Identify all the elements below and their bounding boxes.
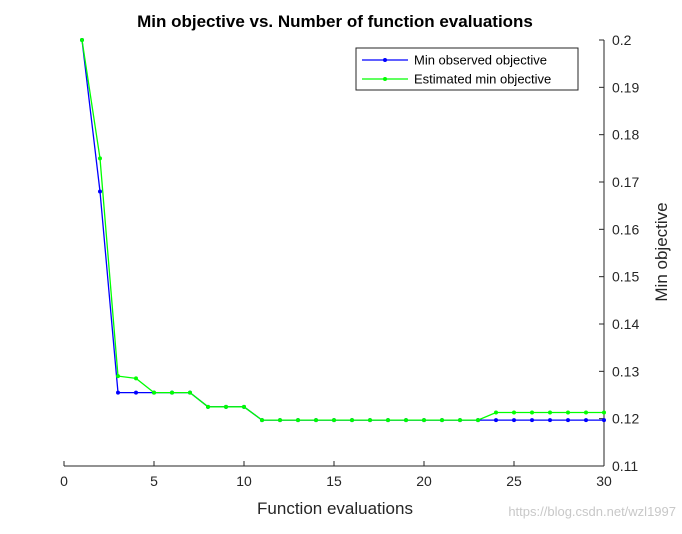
series-2-point xyxy=(296,418,300,423)
series-1-point xyxy=(116,390,120,395)
series-2-point xyxy=(422,418,426,423)
series-1-point xyxy=(566,418,570,423)
series-2-point xyxy=(260,418,264,423)
series-2-point xyxy=(134,376,138,381)
legend: Min observed objective Estimated min obje… xyxy=(355,47,579,91)
legend-marker-1 xyxy=(383,58,387,62)
series-1-point xyxy=(494,418,498,423)
axes: 0 5 10 15 20 25 300.11 0.12 0.13 0.14 0.15 0.16 0.17… xyxy=(60,32,639,489)
series-2-point xyxy=(584,410,588,415)
y-tick-label: 0.14 xyxy=(612,316,639,332)
series-2-point xyxy=(548,410,552,415)
series-2-point xyxy=(350,418,354,423)
series-2-point xyxy=(98,156,102,161)
x-axis-label: Function evaluations xyxy=(257,499,413,518)
y-tick-label: 0.17 xyxy=(612,174,639,190)
legend-label-1: Min observed objective xyxy=(414,53,547,68)
series-2-point xyxy=(206,404,210,409)
y-tick-label: 0.18 xyxy=(612,127,639,143)
legend-box xyxy=(355,47,579,91)
series-2-point xyxy=(368,418,372,423)
y-tick-label: 0.19 xyxy=(612,79,639,95)
series-1-point xyxy=(602,418,606,423)
series-2-point xyxy=(116,374,120,379)
series-2-point xyxy=(314,418,318,423)
y-tick-label: 0.12 xyxy=(612,411,639,427)
x-tick-label: 5 xyxy=(150,473,158,489)
y-tick-label: 0.15 xyxy=(612,269,639,285)
legend-label-2: Estimated min objective xyxy=(414,72,551,87)
series-1-point xyxy=(584,418,588,423)
series-1-point xyxy=(548,418,552,423)
series-layer xyxy=(80,38,606,423)
series-2-point xyxy=(494,410,498,415)
series-2-point xyxy=(332,418,336,423)
y-tick-label: 0.16 xyxy=(612,221,639,237)
chart-title: Min objective vs. Number of function eva… xyxy=(137,12,533,31)
series-2-point xyxy=(566,410,570,415)
series-2-point xyxy=(170,390,174,395)
series-1-point xyxy=(530,418,534,423)
series-1-point xyxy=(98,189,102,194)
y-tick-label: 0.13 xyxy=(612,363,639,379)
series-2-point xyxy=(512,410,516,415)
series-2-point xyxy=(602,410,606,415)
x-tick-label: 0 xyxy=(60,473,68,489)
legend-marker-2 xyxy=(383,77,387,81)
series-2-point xyxy=(278,418,282,423)
series-2-point xyxy=(458,418,462,423)
y-tick-label: 0.11 xyxy=(612,458,638,474)
series-2-point xyxy=(386,418,390,423)
series-2-point xyxy=(476,418,480,423)
series-2-point xyxy=(440,418,444,423)
x-tick-label: 30 xyxy=(596,473,612,489)
x-tick-label: 25 xyxy=(506,473,522,489)
series-1-point xyxy=(512,418,516,423)
series-2-point xyxy=(224,404,228,409)
series-line-2 xyxy=(81,39,604,421)
series-2-point xyxy=(530,410,534,415)
x-tick-label: 15 xyxy=(326,473,342,489)
y-axis-label: Min objective xyxy=(652,202,671,301)
series-2-point xyxy=(242,404,246,409)
series-2-point xyxy=(80,38,84,42)
series-1-point xyxy=(134,390,138,395)
x-tick-label: 20 xyxy=(416,473,432,489)
y-tick-label: 0.2 xyxy=(612,32,632,48)
series-2-point xyxy=(152,390,156,395)
watermark-text: https://blog.csdn.net/wzl1997 xyxy=(508,504,676,519)
series-2-point xyxy=(404,418,408,423)
series-2-point xyxy=(188,390,192,395)
series-line-1 xyxy=(81,39,604,421)
x-tick-label: 10 xyxy=(236,473,252,489)
